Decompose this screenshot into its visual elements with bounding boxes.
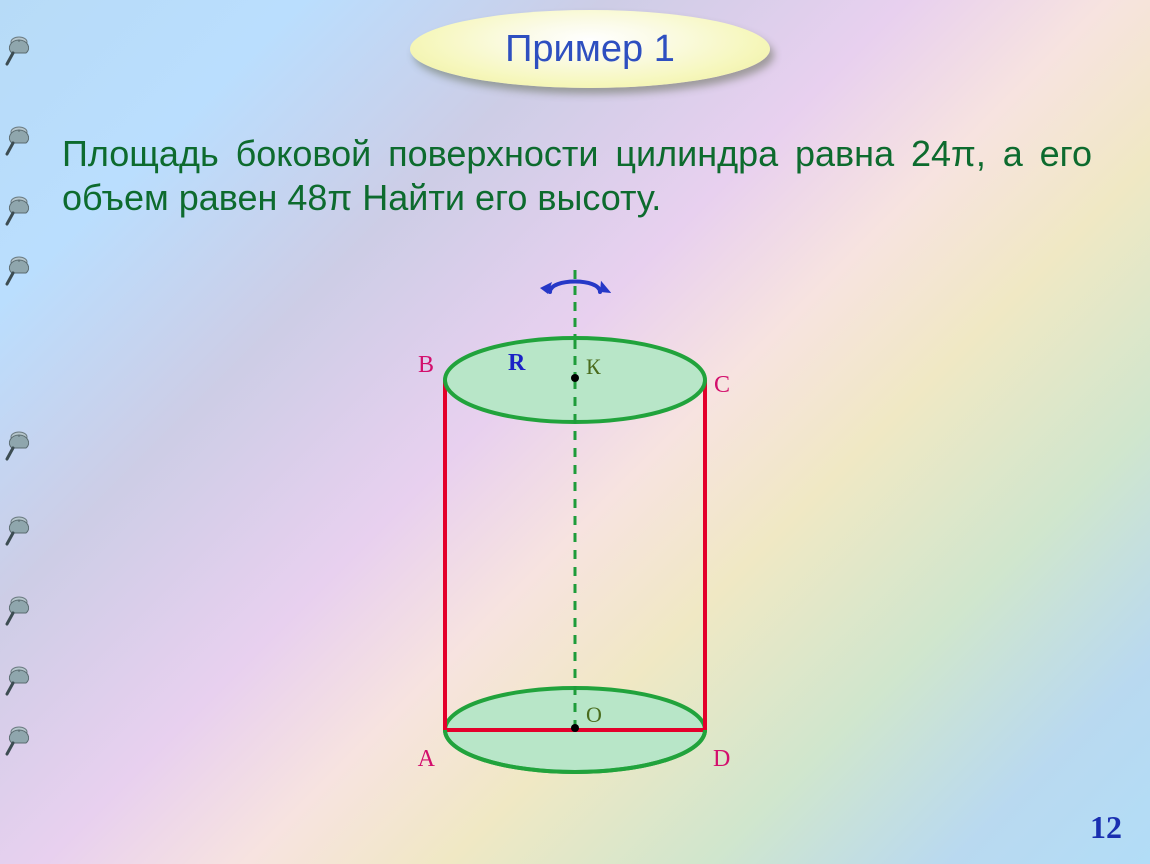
- bullet-tack-icon: [4, 720, 38, 806]
- problem-text: Площадь боковой поверхности цилиндра рав…: [62, 132, 1092, 220]
- bullet-tack-icon: [4, 30, 38, 116]
- slide-number: 12: [1090, 809, 1122, 846]
- label-C: С: [714, 372, 730, 398]
- label-K: К: [586, 354, 601, 379]
- slide: Пример 1 Площадь боковой поверхности цил…: [0, 0, 1150, 864]
- label-O: О: [586, 702, 602, 727]
- bullet-tack-icon: [4, 510, 38, 596]
- label-A: А: [418, 746, 436, 772]
- title-text: Пример 1: [410, 10, 770, 88]
- bullet-tack-icon: [4, 425, 38, 511]
- label-R: R: [508, 350, 526, 376]
- cylinder-diagram: В С А D К О R: [400, 270, 750, 810]
- label-B: В: [418, 352, 434, 378]
- title-pill: Пример 1: [410, 10, 770, 88]
- bullet-tack-icon: [4, 250, 38, 336]
- label-D: D: [713, 746, 730, 772]
